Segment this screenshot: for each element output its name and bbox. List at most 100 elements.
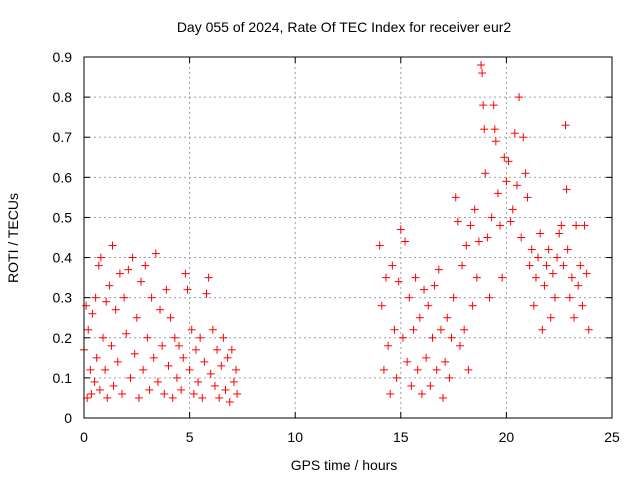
data-point	[384, 341, 393, 350]
data-point	[542, 261, 551, 270]
data-point	[485, 293, 494, 302]
data-point	[569, 313, 578, 322]
data-point	[87, 389, 96, 398]
data-point	[563, 245, 572, 254]
data-point	[428, 333, 437, 342]
data-point	[189, 389, 198, 398]
data-point	[508, 205, 517, 214]
data-point	[88, 309, 97, 318]
y-tick-label: 0.8	[53, 89, 73, 105]
data-point	[102, 297, 111, 306]
data-point	[468, 301, 477, 310]
data-point	[84, 325, 93, 334]
data-point	[432, 365, 441, 374]
x-tick-label: 10	[287, 429, 303, 445]
data-point	[388, 261, 397, 270]
data-point	[506, 217, 515, 226]
data-point	[390, 325, 399, 334]
data-point	[149, 353, 158, 362]
data-point	[449, 293, 458, 302]
y-tick-label: 0.7	[53, 129, 73, 145]
data-point	[576, 261, 585, 270]
data-point	[567, 273, 576, 282]
data-point	[198, 393, 207, 402]
data-point	[548, 269, 557, 278]
grid-lines	[84, 57, 612, 418]
data-point	[396, 225, 405, 234]
data-point	[555, 229, 564, 238]
data-point	[474, 237, 483, 246]
data-point	[445, 373, 454, 382]
data-point	[223, 353, 232, 362]
data-point	[490, 125, 499, 134]
data-point	[107, 341, 116, 350]
data-point	[95, 385, 104, 394]
data-point	[181, 269, 190, 278]
data-point	[101, 365, 110, 374]
data-point	[94, 261, 103, 270]
data-point	[407, 381, 416, 390]
data-point	[417, 389, 426, 398]
data-point	[534, 253, 543, 262]
x-axis-title: GPS time / hours	[291, 457, 398, 473]
data-point	[134, 393, 143, 402]
data-point	[120, 293, 129, 302]
x-tick-label: 5	[186, 429, 194, 445]
data-point	[115, 269, 124, 278]
data-point	[386, 389, 395, 398]
data-point	[113, 357, 122, 366]
data-points	[80, 61, 593, 406]
data-point	[582, 269, 591, 278]
data-point	[430, 281, 439, 290]
data-point	[561, 121, 570, 130]
data-point	[441, 357, 450, 366]
data-point	[232, 365, 241, 374]
data-point	[124, 265, 133, 274]
data-point	[151, 249, 160, 258]
data-point	[217, 361, 226, 370]
data-point	[175, 341, 184, 350]
data-point	[202, 289, 211, 298]
data-point	[478, 69, 487, 78]
data-point	[489, 101, 498, 110]
y-tick-label: 0.9	[53, 49, 73, 65]
data-point	[109, 381, 118, 390]
data-point	[382, 273, 391, 282]
data-point	[491, 137, 500, 146]
y-axis-ticks: 0 0.1 0.2 0.3 0.4 0.5 0.6 0.7 0.8 0.9	[53, 49, 612, 426]
y-tick-label: 0	[64, 410, 72, 426]
data-point	[233, 389, 242, 398]
data-point	[164, 361, 173, 370]
data-point	[536, 229, 545, 238]
data-point	[398, 333, 407, 342]
y-tick-label: 0.6	[53, 169, 73, 185]
y-tick-label: 0.4	[53, 250, 73, 266]
data-point	[377, 301, 386, 310]
data-point	[177, 385, 186, 394]
data-point	[219, 333, 228, 342]
data-point	[498, 273, 507, 282]
data-point	[379, 365, 388, 374]
data-point	[470, 205, 479, 214]
data-point	[540, 281, 549, 290]
data-point	[510, 129, 519, 138]
data-point	[128, 253, 137, 262]
data-point	[158, 341, 167, 350]
data-point	[168, 393, 177, 402]
data-point	[572, 221, 581, 230]
data-point	[191, 345, 200, 354]
data-point	[584, 325, 593, 334]
data-point	[122, 329, 131, 338]
chart-title: Day 055 of 2024, Rate Of TEC Index for r…	[177, 19, 512, 35]
data-point	[141, 261, 150, 270]
data-point	[375, 241, 384, 250]
data-point	[83, 393, 92, 402]
y-tick-label: 0.5	[53, 209, 73, 225]
data-point	[401, 237, 410, 246]
data-point	[200, 357, 209, 366]
data-point	[519, 133, 528, 142]
data-point	[183, 285, 192, 294]
data-point	[426, 381, 435, 390]
data-point	[139, 365, 148, 374]
data-point	[221, 385, 230, 394]
